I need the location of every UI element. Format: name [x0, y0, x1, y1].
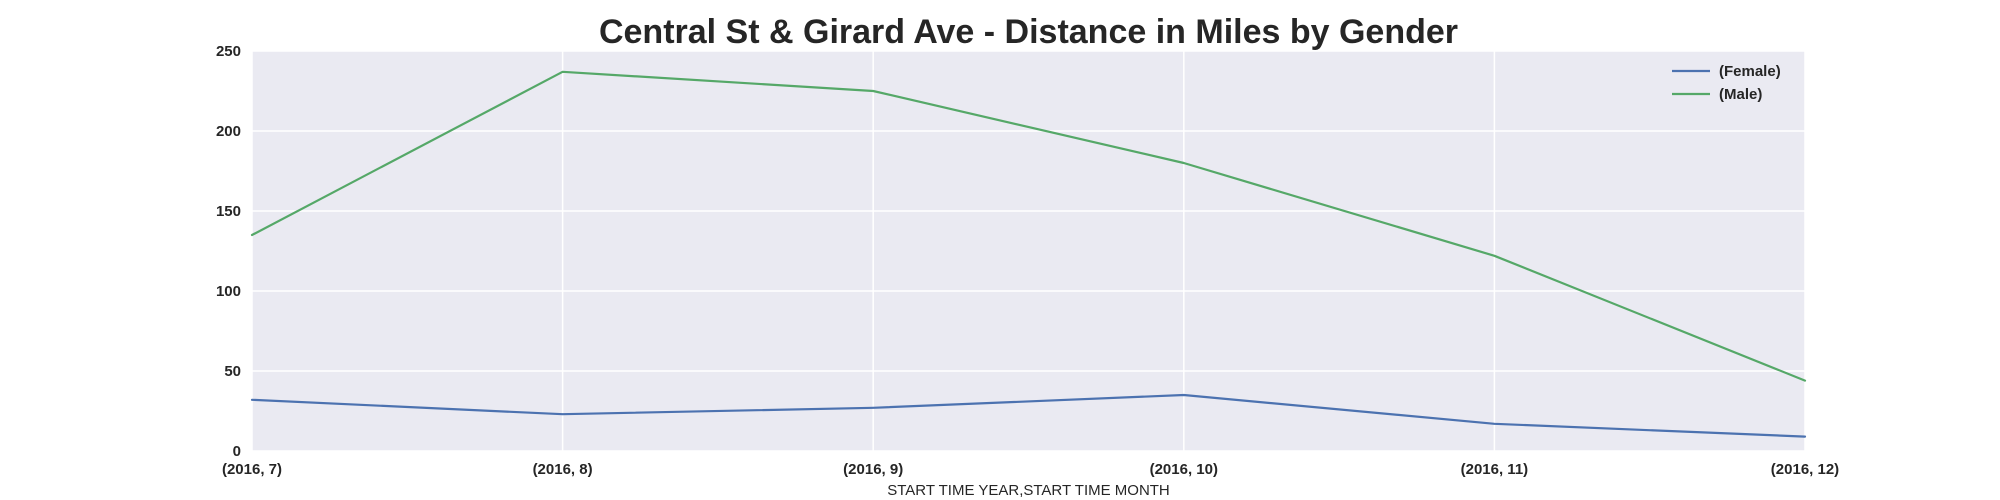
x-axis-ticks: (2016, 7) (2016, 8) (2016, 9) (2016, 10) (20… [222, 461, 1839, 478]
x-tick-label: (2016, 12) [1771, 461, 1839, 478]
series-lines [250, 70, 1807, 438]
grid-lines [251, 50, 1806, 452]
x-axis-label: START TIME YEAR,START TIME MONTH [887, 482, 1170, 499]
y-tick-label: 200 [216, 123, 241, 140]
y-tick-label: 100 [216, 283, 241, 300]
y-axis-ticks: 0 50 100 150 200 250 [216, 43, 241, 460]
x-tick-label: (2016, 8) [533, 461, 593, 478]
chart-title: Central St & Girard Ave - Distance in Mi… [599, 13, 1458, 51]
legend: (Female) (Male) [1672, 63, 1781, 103]
x-tick-label: (2016, 11) [1461, 461, 1529, 478]
y-tick-label: 250 [216, 43, 241, 60]
legend-entry-label: (Female) [1719, 63, 1781, 80]
x-tick-label: (2016, 7) [222, 461, 282, 478]
y-tick-label: 0 [233, 443, 241, 460]
x-tick-label: (2016, 9) [843, 461, 903, 478]
y-tick-label: 150 [216, 203, 241, 220]
series-line-female [250, 393, 1807, 438]
series-line-male [250, 70, 1807, 382]
y-tick-label: 50 [224, 363, 241, 380]
plot-background [252, 51, 1805, 451]
x-tick-label: (2016, 10) [1150, 461, 1218, 478]
legend-entry-label: (Male) [1719, 86, 1762, 103]
